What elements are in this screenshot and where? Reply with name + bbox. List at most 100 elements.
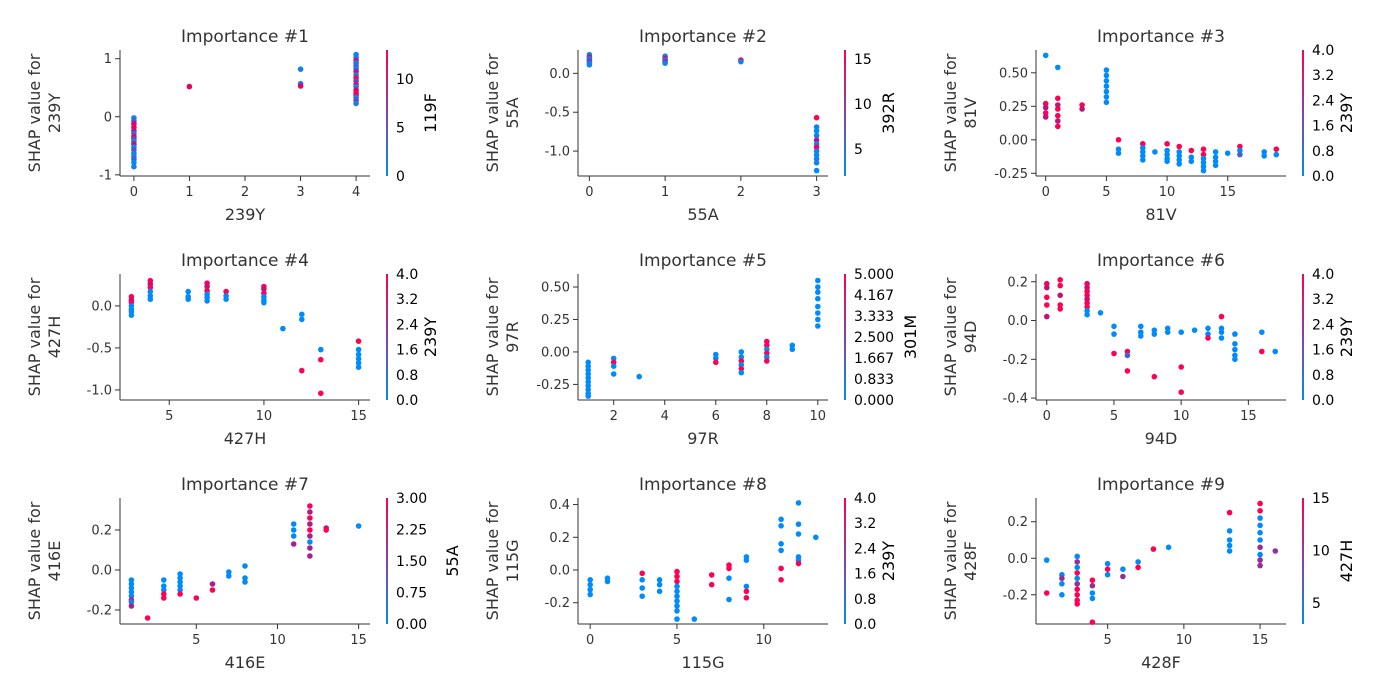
colorbar-label: 239Y xyxy=(879,541,898,582)
colorbar-tick-label: 1.6 xyxy=(396,343,418,359)
scatter-point xyxy=(1104,566,1111,572)
x-tick-label: 10 xyxy=(1173,409,1190,424)
scatter-point xyxy=(738,369,745,376)
scatter-point xyxy=(1074,553,1080,560)
scatter-point xyxy=(1057,292,1063,299)
y-axis-label-line: SHAP value for xyxy=(941,501,960,620)
x-axis-label: 115G xyxy=(682,653,725,672)
colorbar-tick-label: 3.00 xyxy=(396,491,427,507)
scatter-point xyxy=(1042,100,1049,107)
scatter-point xyxy=(764,346,770,353)
y-tick-label: 0.50 xyxy=(541,280,570,295)
scatter-point xyxy=(708,581,715,588)
scatter-point xyxy=(726,596,732,603)
scatter-point xyxy=(726,575,732,581)
scatter-point xyxy=(1272,348,1278,355)
scatter-point xyxy=(587,581,593,588)
scatter-point xyxy=(674,578,680,585)
scatter-point xyxy=(1164,141,1170,147)
x-tick-label: 15 xyxy=(1219,185,1236,200)
scatter-point xyxy=(1200,155,1207,162)
colorbar-tick-label: 10 xyxy=(1312,544,1330,560)
y-tick-label: 0.00 xyxy=(541,345,570,360)
scatter-point xyxy=(1178,364,1184,370)
scatter-point xyxy=(355,364,362,371)
scatter-point xyxy=(1084,288,1090,295)
colorbar-tick-label: 1.6 xyxy=(1312,119,1334,135)
scatter-point xyxy=(1188,147,1195,154)
scatter-point xyxy=(1257,522,1263,529)
colorbar-tick-label: 10 xyxy=(396,72,414,88)
y-tick-label: 0.0 xyxy=(549,564,570,579)
y-tick-label: -1.0 xyxy=(87,383,112,398)
scatter-point xyxy=(726,565,732,572)
scatter-point xyxy=(131,163,137,170)
scatter-point xyxy=(1164,147,1170,154)
scatter-point xyxy=(1124,348,1131,355)
scatter-point xyxy=(1257,557,1263,563)
scatter-point xyxy=(813,148,820,154)
x-tick-label: 0 xyxy=(1043,409,1051,424)
scatter-point xyxy=(1140,153,1146,159)
y-axis-label-line: 427H xyxy=(45,316,64,359)
colorbar-tick-label: 3.2 xyxy=(854,516,876,532)
scatter-point xyxy=(1232,352,1238,359)
y-tick-label: -0.25 xyxy=(536,378,570,393)
scatter-point xyxy=(813,124,820,130)
scatter-point xyxy=(186,83,193,90)
y-axis-label-line: 416E xyxy=(45,541,64,582)
scatter-point xyxy=(1044,313,1050,320)
y-axis-label-line: 94D xyxy=(961,321,980,354)
scatter-point xyxy=(1120,573,1126,580)
scatter-point xyxy=(1042,110,1049,116)
y-tick-label: 0.2 xyxy=(1007,275,1028,290)
x-tick-label: 15 xyxy=(350,409,367,424)
scatter-point xyxy=(764,354,770,360)
scatter-point xyxy=(815,289,821,296)
scatter-point xyxy=(177,571,183,577)
scatter-point xyxy=(355,523,362,529)
y-tick-label: 0.0 xyxy=(1007,552,1028,567)
scatter-point xyxy=(1084,311,1090,318)
colorbar-tick-label: 2.4 xyxy=(1312,317,1334,333)
scatter-point xyxy=(1111,323,1117,330)
x-tick-label: 6 xyxy=(712,409,720,424)
x-axis-label: 94D xyxy=(1145,429,1178,448)
scatter-point xyxy=(1152,149,1158,155)
colorbar-label: 392R xyxy=(879,92,898,134)
colorbar-tick-label: 0.0 xyxy=(1312,393,1334,409)
scatter-point xyxy=(1103,78,1110,84)
scatter-point xyxy=(764,342,770,349)
scatter-point xyxy=(713,359,719,366)
colorbar-tick-label: 0.8 xyxy=(854,592,876,608)
scatter-point xyxy=(307,521,313,527)
scatter-point xyxy=(1103,67,1110,73)
colorbar-tick-label: 2.4 xyxy=(396,317,418,333)
chart-title: Importance #4 xyxy=(181,251,309,271)
scatter-point xyxy=(1257,537,1263,543)
x-tick-label: 0 xyxy=(1042,185,1050,200)
scatter-point xyxy=(128,585,135,591)
scatter-point xyxy=(353,100,359,107)
scatter-point xyxy=(1059,575,1065,582)
scatter-point xyxy=(1140,157,1146,163)
y-tick-label: -0.4 xyxy=(1003,392,1028,407)
scatter-point xyxy=(1176,157,1182,163)
scatter-point xyxy=(1257,508,1263,514)
colorbar xyxy=(844,498,846,624)
scatter-point xyxy=(1273,146,1280,152)
scatter-point xyxy=(778,577,784,583)
scatter-point xyxy=(1138,323,1144,330)
scatter-point xyxy=(1164,329,1171,336)
scatter-point xyxy=(355,351,362,358)
scatter-point xyxy=(708,572,715,578)
scatter-point xyxy=(610,371,617,377)
scatter-point xyxy=(355,356,362,362)
scatter-point xyxy=(738,366,745,372)
scatter-point xyxy=(1115,150,1122,156)
y-tick-label: -0.5 xyxy=(545,106,570,121)
scatter-point xyxy=(585,375,591,381)
scatter-point xyxy=(1044,302,1050,308)
scatter-point xyxy=(290,533,297,539)
